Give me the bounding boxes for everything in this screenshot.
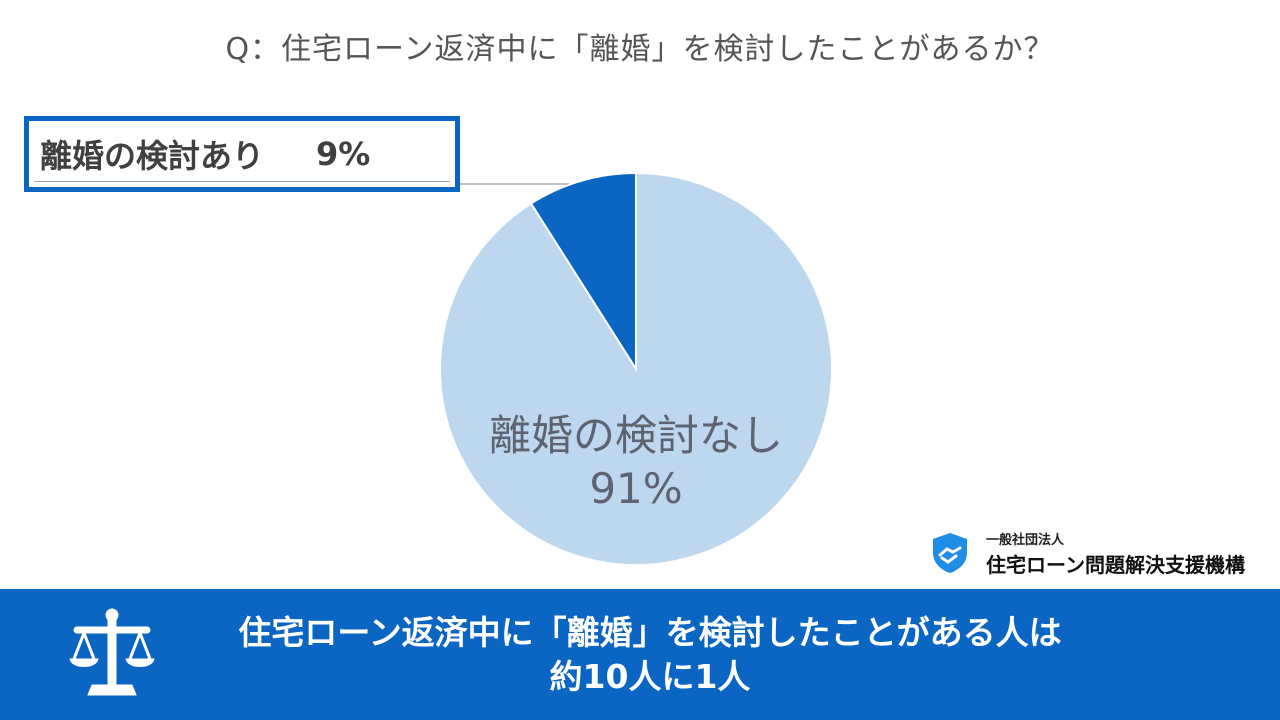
pie-label-value: 91%	[589, 464, 683, 513]
banner-line-2: 約10人に1人	[549, 657, 751, 696]
callout-value: 9%	[316, 134, 371, 173]
organization-logo: 一般社団法人 住宅ローン問題解決支援機構	[930, 527, 1270, 579]
chart-title: Q：住宅ローン返済中に「離婚」を検討したことがあるか？	[225, 32, 1055, 67]
banner-text: 住宅ローン返済中に「離婚」を検討したことがある人は 約10人に1人	[160, 611, 1140, 699]
scales-icon	[69, 608, 155, 696]
organization-name: 住宅ローン問題解決支援機構	[986, 553, 1245, 577]
banner-line-1: 住宅ローン返済中に「離婚」を検討したことがある人は	[238, 613, 1062, 652]
summary-banner: 住宅ローン返済中に「離婚」を検討したことがある人は 約10人に1人	[0, 589, 1280, 720]
shield-handshake-icon	[933, 533, 967, 573]
organization-type: 一般社団法人	[986, 533, 1065, 548]
callout-label: 離婚の検討あり	[40, 136, 265, 175]
pie-slice-considered	[529, 171, 637, 373]
callout-box: 離婚の検討あり 9%	[24, 116, 460, 192]
callout-content: 離婚の検討あり 9%	[34, 126, 450, 182]
pie-label-name: 離婚の検討なし	[488, 411, 783, 460]
pie-slices	[439, 171, 833, 566]
pie-slice-not-considered	[439, 171, 833, 566]
